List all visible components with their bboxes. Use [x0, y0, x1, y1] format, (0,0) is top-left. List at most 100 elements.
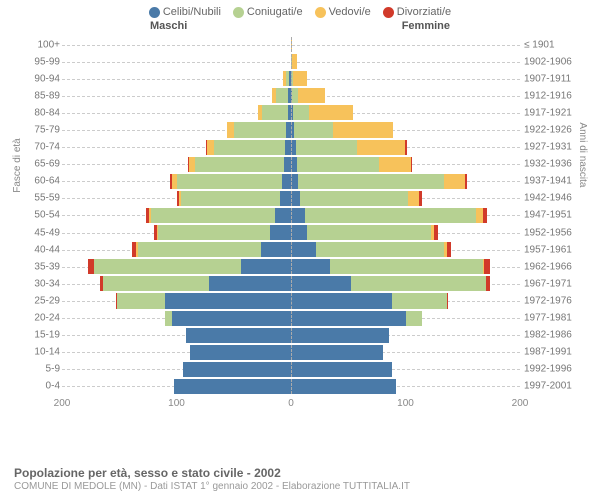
center-line [291, 37, 292, 52]
male-bar [62, 276, 291, 291]
male-bar [62, 208, 291, 223]
bar-zone [62, 191, 520, 206]
footer-subtitle: COMUNE DI MEDOLE (MN) - Dati ISTAT 1° ge… [14, 481, 410, 492]
age-row: 85-891912-1916 [20, 87, 580, 104]
year-label: 1962-1966 [524, 261, 580, 272]
bar-segment [294, 122, 333, 137]
female-bar [291, 362, 520, 377]
bar-segment [190, 345, 291, 360]
age-label: 50-54 [20, 210, 60, 221]
bar-segment [280, 191, 291, 206]
bar-zone [62, 276, 520, 291]
bar-zone [62, 242, 520, 257]
bar-segment [177, 174, 282, 189]
age-row: 5-91992-1996 [20, 361, 580, 378]
age-row: 65-691932-1936 [20, 156, 580, 173]
bar-zone [62, 293, 520, 308]
age-label: 75-79 [20, 125, 60, 136]
bar-segment [165, 293, 291, 308]
bar-zone [62, 122, 520, 137]
legend-swatch [315, 7, 326, 18]
footer-title: Popolazione per età, sesso e stato civil… [14, 466, 410, 480]
age-row: 0-41997-2001 [20, 378, 580, 395]
male-bar [62, 311, 291, 326]
age-row: 45-491952-1956 [20, 224, 580, 241]
year-label: 1942-1946 [524, 193, 580, 204]
female-bar [291, 311, 520, 326]
bar-segment [291, 345, 383, 360]
bar-segment [291, 208, 305, 223]
age-row: 20-241977-1981 [20, 310, 580, 327]
age-label: 100+ [20, 39, 60, 50]
male-bar [62, 54, 291, 69]
legend-label: Vedovi/e [329, 6, 371, 18]
female-bar [291, 174, 520, 189]
age-label: 80-84 [20, 107, 60, 118]
bar-zone [62, 37, 520, 52]
female-bar [291, 225, 520, 240]
age-label: 10-14 [20, 347, 60, 358]
legend-item: Divorziati/e [383, 6, 451, 18]
bar-segment [296, 140, 358, 155]
center-line [291, 105, 292, 120]
bar-segment [444, 174, 465, 189]
year-label: 1982-1986 [524, 330, 580, 341]
year-label: 1917-1921 [524, 107, 580, 118]
bar-segment [291, 225, 307, 240]
center-line [291, 225, 292, 240]
age-label: 40-44 [20, 244, 60, 255]
center-line [291, 276, 292, 291]
female-bar [291, 54, 520, 69]
age-label: 25-29 [20, 295, 60, 306]
bar-segment [262, 105, 287, 120]
age-row: 30-34 1967-1971 [20, 275, 580, 292]
year-label: 1932-1936 [524, 159, 580, 170]
bar-segment [298, 88, 325, 103]
age-row: 70-741927-1931 [20, 139, 580, 156]
bar-segment [172, 311, 291, 326]
male-bar [62, 71, 291, 86]
bar-segment [486, 276, 491, 291]
year-label: 1957-1961 [524, 244, 580, 255]
bar-zone [62, 208, 520, 223]
bar-segment [291, 362, 392, 377]
female-bar [291, 328, 520, 343]
bar-segment [275, 208, 291, 223]
bar-segment [300, 191, 408, 206]
bar-zone [62, 311, 520, 326]
age-label: 15-19 [20, 330, 60, 341]
bar-segment [291, 328, 389, 343]
bar-segment [270, 225, 291, 240]
female-bar [291, 122, 520, 137]
bar-segment [297, 157, 379, 172]
bar-segment [165, 311, 172, 326]
bar-segment [207, 140, 214, 155]
bar-zone [62, 88, 520, 103]
year-label: 1987-1991 [524, 347, 580, 358]
legend-item: Coniugati/e [233, 6, 303, 18]
legend-swatch [233, 7, 244, 18]
year-label: 1967-1971 [524, 278, 580, 289]
female-bar [291, 276, 520, 291]
bar-zone [62, 54, 520, 69]
bar-segment [406, 311, 422, 326]
male-bar [62, 242, 291, 257]
age-row: 95-991902-1906 [20, 53, 580, 70]
age-label: 70-74 [20, 142, 60, 153]
center-line [291, 191, 292, 206]
female-bar [291, 88, 520, 103]
bar-segment [316, 242, 444, 257]
age-label: 5-9 [20, 364, 60, 375]
bar-segment [408, 191, 419, 206]
bar-segment [465, 174, 467, 189]
male-bar [62, 379, 291, 394]
female-header: Femmine [402, 20, 450, 32]
legend: Celibi/NubiliConiugati/eVedovi/eDivorzia… [0, 0, 600, 20]
age-label: 30-34 [20, 278, 60, 289]
bar-segment [151, 208, 275, 223]
bar-segment [227, 122, 234, 137]
bar-segment [411, 157, 412, 172]
bar-segment [434, 225, 437, 240]
age-label: 35-39 [20, 261, 60, 272]
center-line [291, 122, 292, 137]
